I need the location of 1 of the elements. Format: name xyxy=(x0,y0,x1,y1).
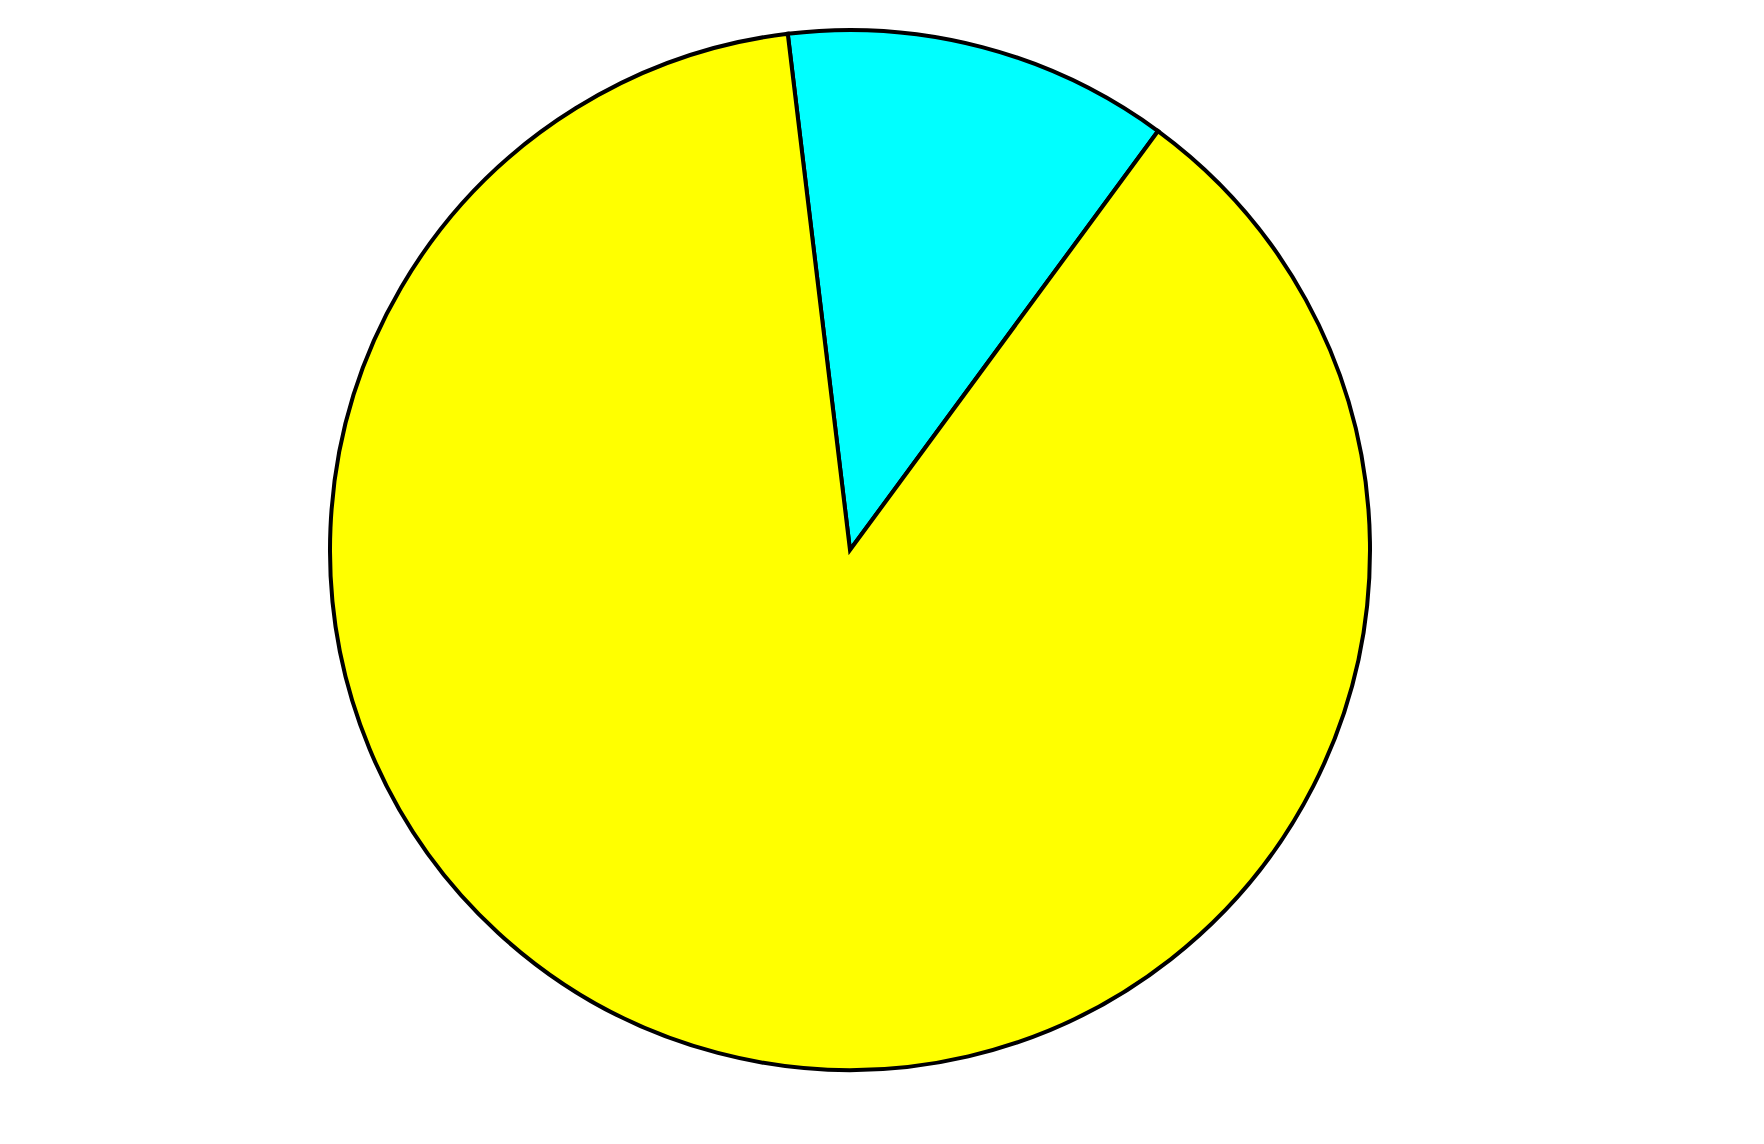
pie-slice xyxy=(328,31,1372,1071)
